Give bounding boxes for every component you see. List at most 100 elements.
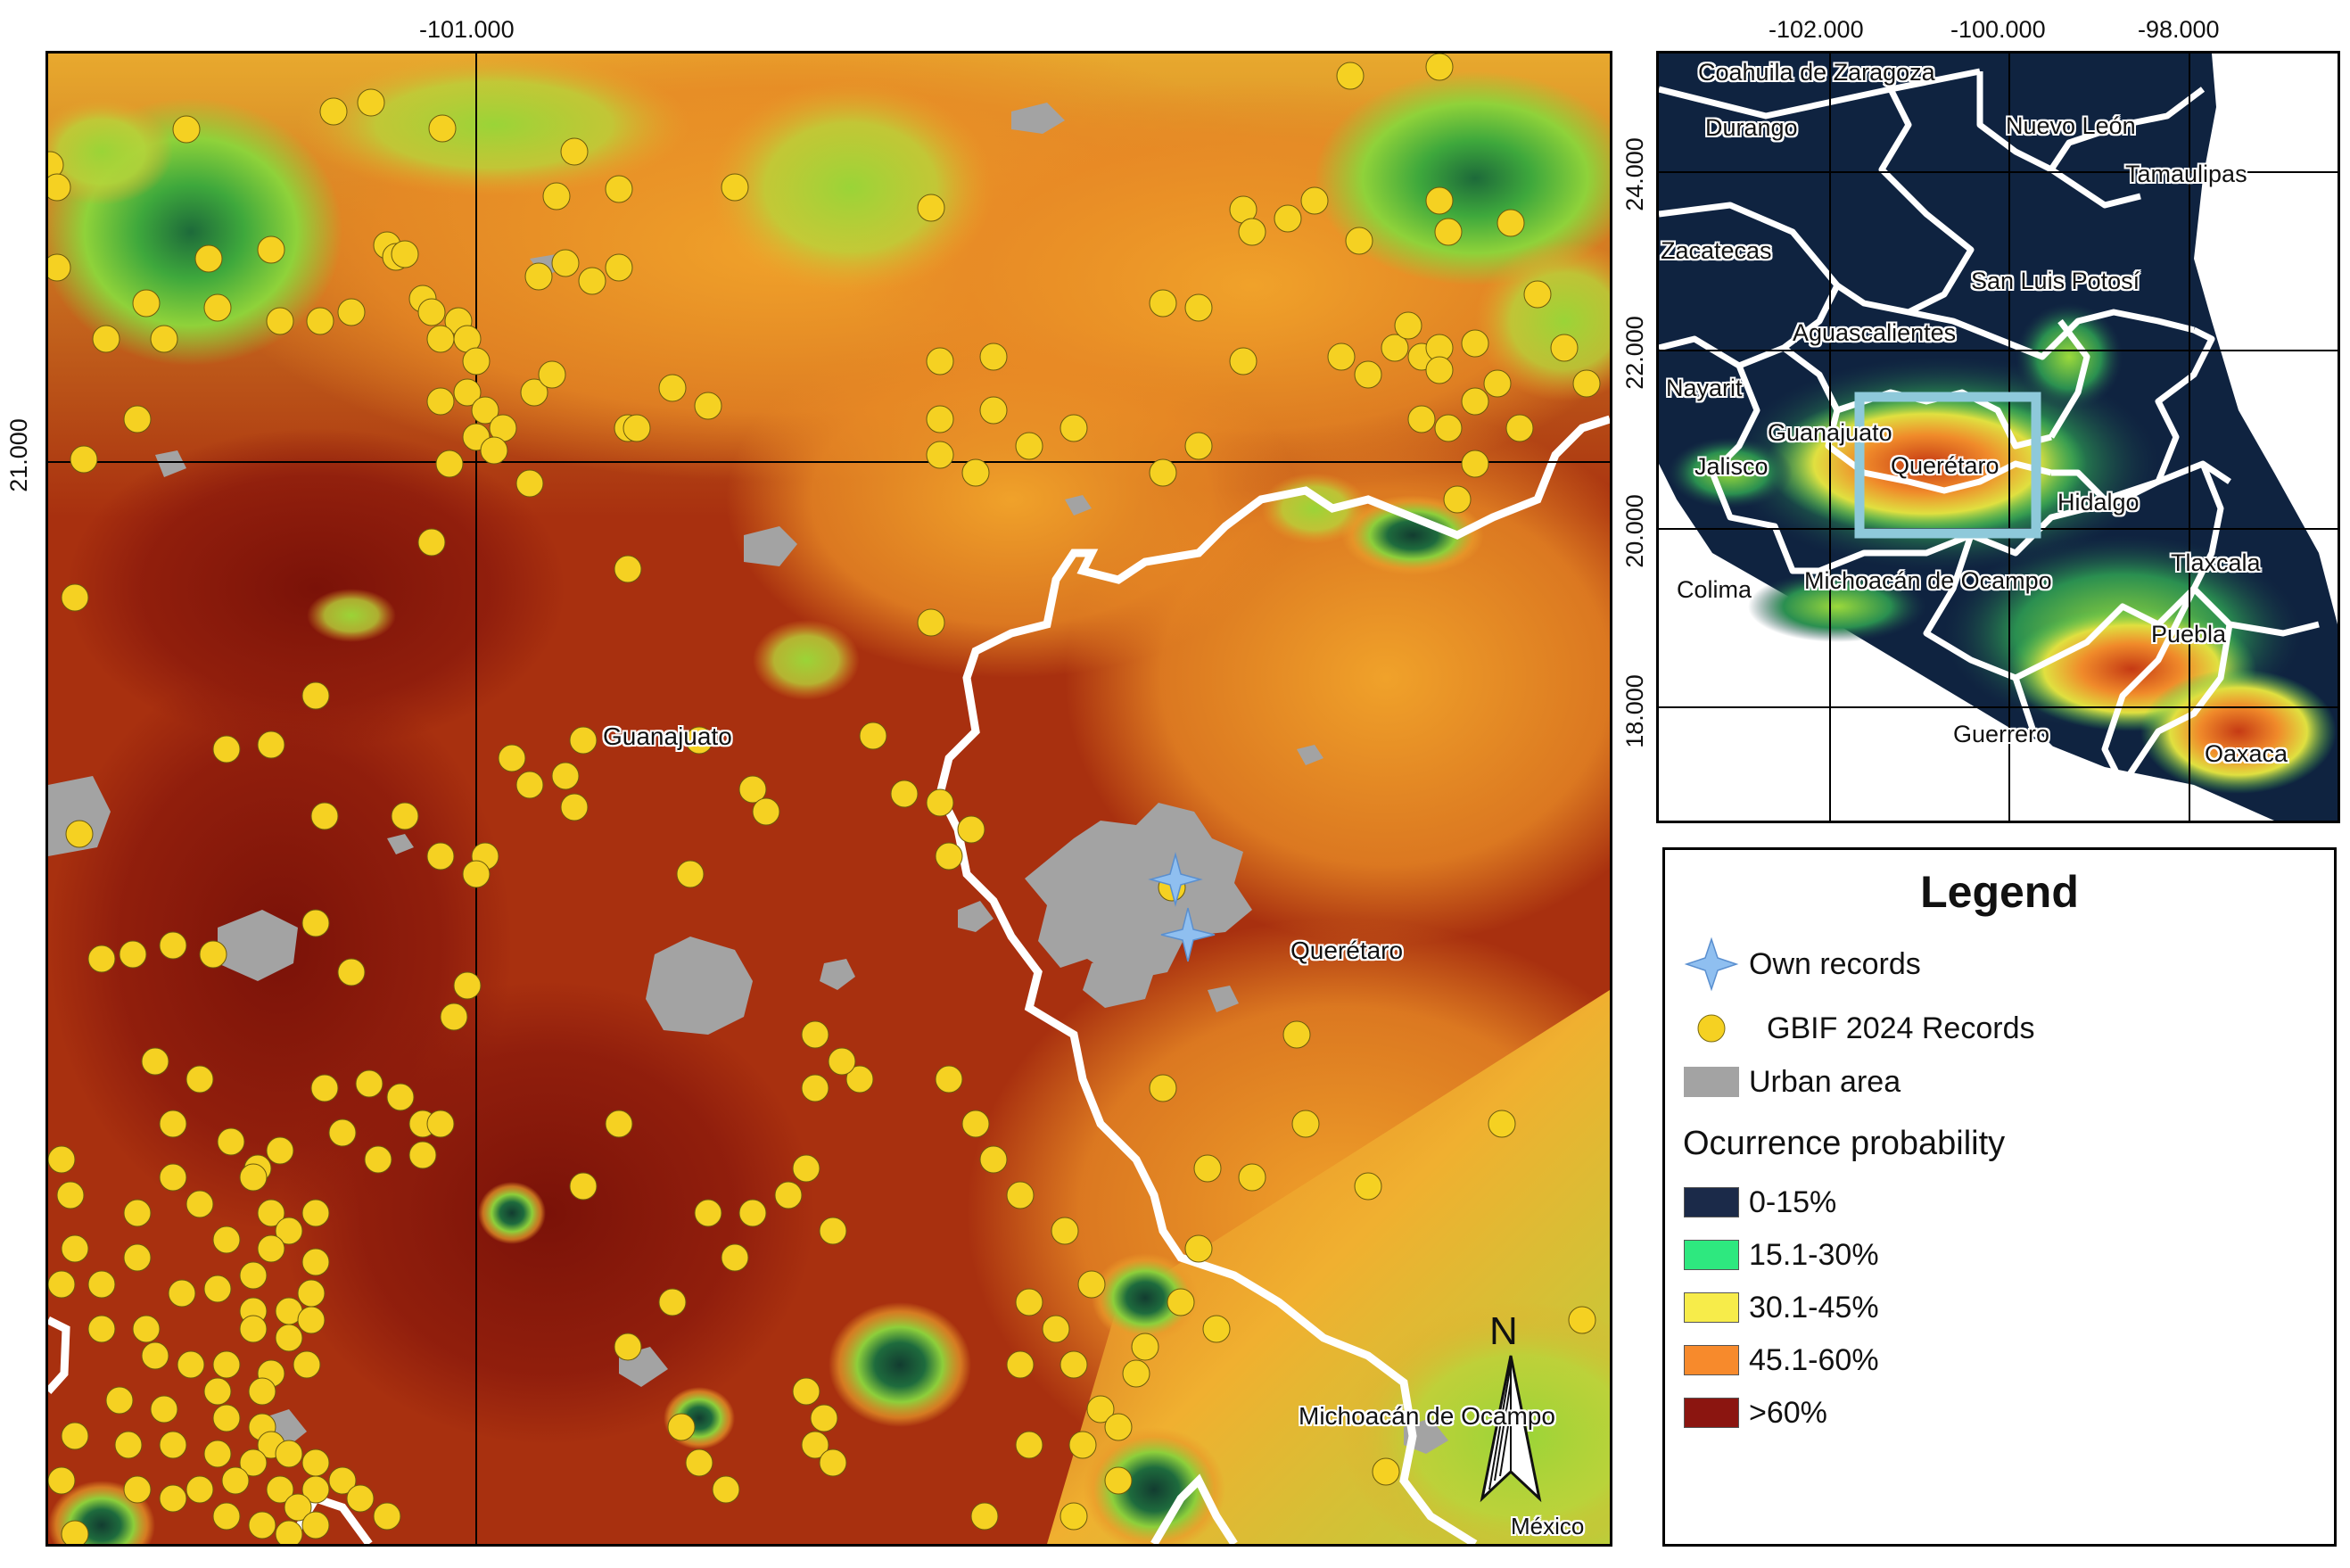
gbif-point: [391, 802, 419, 830]
inset-label-nayarit: Nayarit: [1666, 375, 1743, 401]
gbif-point: [1006, 1350, 1035, 1379]
gbif-point: [212, 1404, 241, 1432]
gbif-points: [48, 54, 1601, 1544]
gbif-point: [1282, 1020, 1311, 1049]
gbif-point: [605, 253, 633, 282]
inset-label-tlaxcala: Tlaxcala: [2171, 549, 2261, 576]
gbif-point: [462, 347, 491, 375]
inset-label-guanajuato: Guanajuato: [1768, 419, 1892, 446]
gbif-point: [346, 1484, 375, 1513]
gbif-point: [1068, 1431, 1097, 1459]
main-map[interactable]: Guanajuato Querétaro Michoacán de Ocampo…: [45, 51, 1612, 1547]
gbif-point: [694, 1199, 722, 1227]
gbif-point: [239, 1261, 268, 1290]
gbif-point: [186, 1065, 214, 1093]
north-arrow-label: N: [1489, 1309, 1518, 1353]
gbif-point: [257, 1199, 285, 1227]
gbif-point: [56, 1181, 85, 1209]
legend-class-row: >60%: [1683, 1395, 1827, 1431]
gbif-point: [301, 909, 330, 937]
gbif-point: [1550, 334, 1579, 362]
gbif-point: [658, 374, 687, 402]
inset-label-zacatecas: Zacatecas: [1661, 237, 1772, 264]
legend-class-row: 30.1-45%: [1683, 1290, 1879, 1325]
circle-icon: [1683, 1011, 1740, 1046]
gbif-point: [319, 97, 348, 126]
gbif-point: [203, 1440, 232, 1468]
gbif-point: [266, 307, 294, 335]
gbif-point: [498, 744, 526, 772]
inset-label-coahuila: Coahuila de Zaragoza: [1698, 59, 1935, 86]
gbif-point: [426, 325, 455, 353]
gbif-point: [239, 1448, 268, 1477]
inset-label-aguascalientes: Aguascalientes: [1793, 319, 1957, 346]
gbif-point: [239, 1163, 268, 1192]
gbif-point: [676, 860, 705, 888]
gbif-point: [123, 1243, 152, 1272]
state-boundary-line: [936, 415, 1610, 1544]
gbif-point: [828, 1047, 856, 1076]
gbif-point: [667, 1413, 696, 1441]
gbif-point: [792, 1377, 820, 1406]
legend-urban-label: Urban area: [1749, 1064, 1901, 1099]
gbif-point: [310, 802, 339, 830]
gbif-point: [203, 1275, 232, 1303]
inset-label-puebla: Puebla: [2151, 621, 2227, 648]
gbif-point: [1354, 1172, 1382, 1201]
legend-class-swatch: [1683, 1237, 1740, 1273]
gbif-point: [1104, 1466, 1133, 1495]
gbif-point: [168, 1279, 196, 1308]
gbif-point: [257, 730, 285, 759]
gbif-point: [301, 1448, 330, 1477]
gbif-point: [1193, 1154, 1222, 1183]
gbif-point: [48, 173, 71, 202]
inset-map[interactable]: Coahuila de Zaragoza Durango Nuevo León …: [1656, 51, 2340, 823]
gbif-point: [212, 1350, 241, 1379]
legend-class-label: 15.1-30%: [1749, 1237, 1879, 1272]
gbif-point: [203, 1377, 232, 1406]
inset-label-jalisco: Jalisco: [1694, 453, 1769, 480]
gbif-point: [426, 387, 455, 416]
gbif-point: [1327, 342, 1356, 371]
gbif-point: [819, 1217, 847, 1245]
legend-gbif-label: GBIF 2024 Records: [1767, 1011, 2035, 1045]
gbif-point: [65, 820, 94, 848]
gbif-point: [417, 528, 446, 557]
inset-map-canvas: [1659, 54, 2338, 821]
gbif-point: [1086, 1395, 1115, 1424]
gbif-point: [605, 1110, 633, 1138]
gbif-point: [212, 1226, 241, 1254]
gbif-point: [926, 788, 954, 817]
gbif-point: [961, 1110, 990, 1138]
gbif-point: [328, 1466, 357, 1495]
gbif-point: [61, 583, 89, 612]
gbif-point: [1042, 1315, 1070, 1343]
gbif-point: [257, 1234, 285, 1263]
gbif-point: [310, 1074, 339, 1102]
gbif-point: [810, 1404, 838, 1432]
gbif-point: [801, 1074, 829, 1102]
legend-own-records-label: Own records: [1749, 946, 1921, 981]
gbif-point: [623, 414, 651, 442]
main-map-canvas: [48, 54, 1610, 1544]
gbif-point: [1497, 209, 1525, 237]
legend-class-label: 0-15%: [1749, 1184, 1837, 1219]
own-records: [1148, 852, 1216, 962]
inset-label-durango: Durango: [1705, 114, 1798, 141]
gbif-point: [1434, 218, 1463, 246]
gbif-point: [386, 1083, 415, 1111]
gbif-point: [275, 1324, 303, 1352]
gbif-point: [515, 469, 544, 498]
north-arrow-icon: [1480, 1355, 1542, 1503]
legend-class-swatch: [1683, 1395, 1740, 1431]
gbif-point: [248, 1511, 276, 1539]
gbif-point: [275, 1217, 303, 1245]
gbif-point: [172, 115, 201, 144]
gbif-point: [917, 608, 945, 637]
gbif-point: [1274, 204, 1302, 233]
gbif-point: [123, 1475, 152, 1504]
gbif-point: [194, 244, 223, 273]
legend-class-label: >60%: [1749, 1395, 1827, 1430]
legend-own-records: Own records: [1683, 937, 1921, 992]
gbif-point: [408, 1141, 437, 1169]
